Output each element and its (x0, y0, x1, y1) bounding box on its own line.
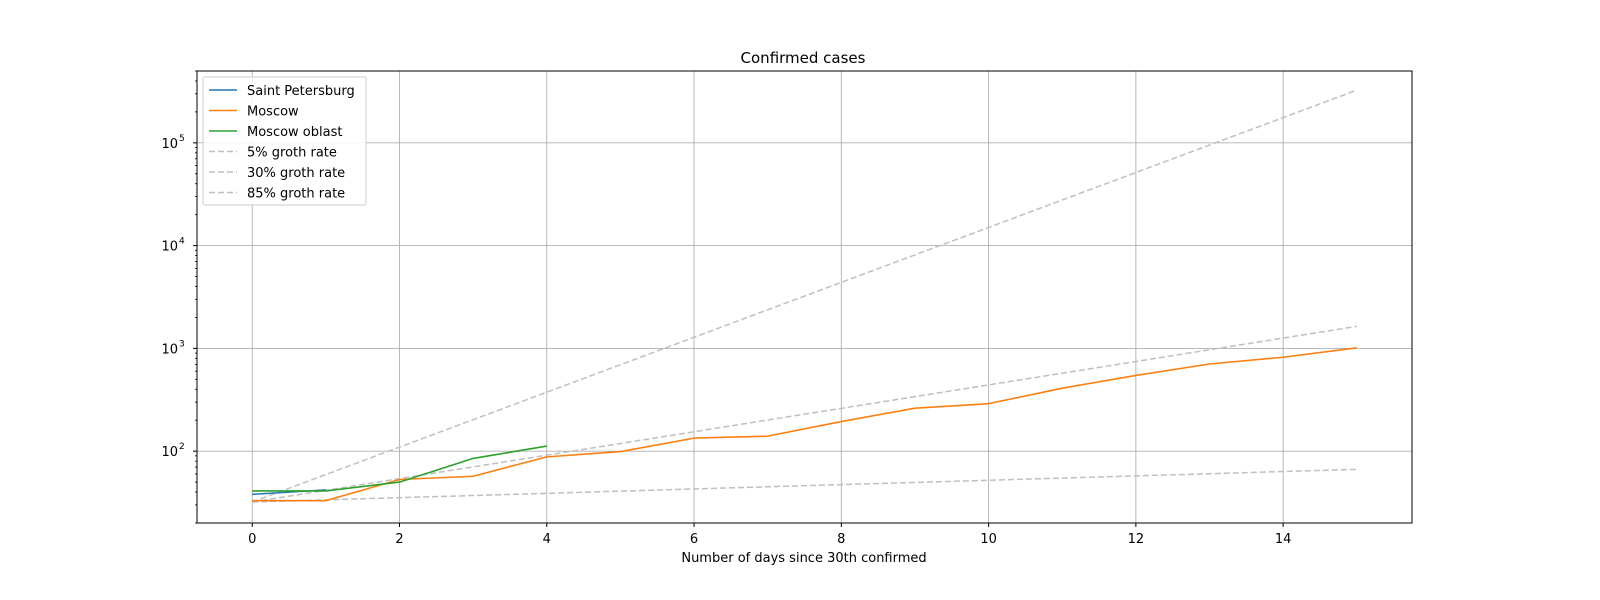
series-line-5-groth-rate (252, 468, 1357, 503)
series-line-30-groth-rate (252, 325, 1357, 503)
legend: Saint Petersburg Moscow Moscow oblast 5% gr… (202, 76, 367, 206)
y-tick-label: 10 2 (161, 442, 184, 460)
y-tick-base: 10 (161, 445, 178, 460)
x-tick-label: 10 (980, 532, 997, 547)
series-line-moscow (252, 346, 1357, 502)
legend-label: 85% groth rate (247, 187, 345, 202)
y-tick-exponent: 2 (179, 442, 185, 452)
plot-frame (196, 70, 1413, 524)
series-line-moscow-oblast (252, 445, 547, 492)
y-tick-label: 10 3 (161, 339, 184, 357)
y-tick-exponent: 3 (179, 339, 185, 349)
y-tick-exponent: 4 (179, 237, 185, 247)
x-tick-label: 8 (837, 532, 845, 547)
legend-label: Moscow oblast (247, 125, 342, 140)
y-tick-label: 10 4 (161, 237, 185, 255)
x-tick-label: 0 (248, 532, 256, 547)
series-lines (251, 89, 1358, 503)
x-tick-label: 6 (690, 532, 698, 547)
y-tick-base: 10 (161, 240, 178, 255)
x-axis: 0 2 4 6 8 10 12 14 (248, 523, 1291, 547)
y-tick-base: 10 (161, 342, 178, 357)
y-tick-label: 10 5 (161, 134, 184, 152)
legend-box (202, 76, 367, 206)
grid-lines (197, 71, 1412, 523)
x-tick-label: 12 (1128, 532, 1145, 547)
x-axis-label: Number of days since 30th confirmed (681, 551, 926, 566)
legend-label: Moscow (247, 105, 299, 120)
y-tick-exponent: 5 (179, 134, 185, 144)
y-tick-base: 10 (161, 137, 178, 152)
chart-title: Confirmed cases (741, 49, 866, 67)
legend-label: Saint Petersburg (247, 84, 355, 99)
series-line-85-groth-rate (251, 89, 1358, 503)
legend-label: 5% groth rate (247, 146, 337, 161)
legend-label: 30% groth rate (247, 166, 345, 181)
x-tick-label: 4 (543, 532, 551, 547)
x-tick-label: 14 (1275, 532, 1292, 547)
x-tick-label: 2 (395, 532, 403, 547)
